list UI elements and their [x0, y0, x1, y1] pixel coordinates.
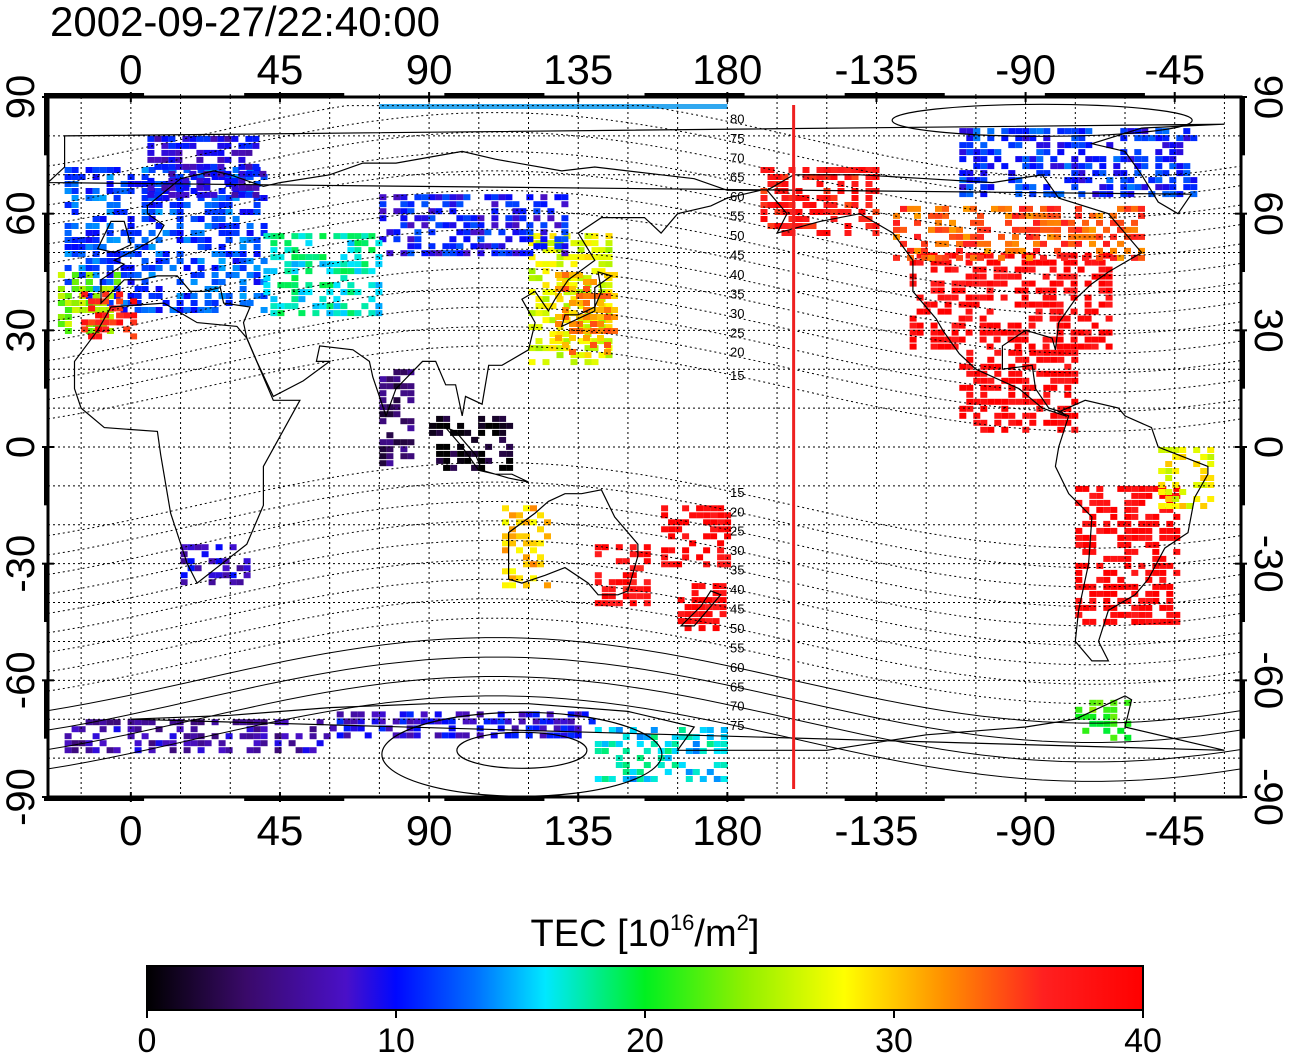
mag-label-s65: 65	[730, 679, 744, 694]
lon-tick-top: 180	[692, 46, 762, 93]
mag-label-s40: 40	[730, 582, 744, 597]
lon-tick-top: -135	[834, 46, 918, 93]
lon-tick-top: 45	[257, 46, 304, 93]
colorbar-tick: 20	[626, 1022, 664, 1057]
tec-region-scandinavia	[147, 135, 267, 198]
tec-region-pacific-south	[661, 505, 732, 568]
mag-label-s75: 75	[730, 718, 744, 733]
tec-region-japan	[555, 272, 618, 355]
coast-south-america	[1054, 399, 1209, 662]
colorbar-tick: 40	[1124, 1022, 1162, 1057]
mag-label-n30: 30	[730, 306, 744, 321]
lat-tick-left: -30	[0, 535, 43, 593]
lat-tick-left: 60	[0, 191, 43, 236]
mag-label-n60: 60	[730, 189, 744, 204]
mag-label-s45: 45	[730, 601, 744, 616]
tec-region-brazil	[1158, 447, 1215, 509]
lon-tick-top: -90	[995, 46, 1056, 93]
mag-label-n40: 40	[730, 267, 744, 282]
mag-label-s25: 25	[730, 524, 744, 539]
coast-british-isles	[96, 220, 132, 254]
lon-tick-top: 135	[543, 46, 613, 93]
tec-region-south-america	[1075, 485, 1181, 625]
coast-greenland	[46, 123, 1225, 215]
coast-new-zealand	[679, 590, 722, 627]
mag-label-n50: 50	[730, 228, 744, 243]
lat-tick-right: 30	[1246, 308, 1290, 353]
lon-tick-bottom: -90	[995, 807, 1056, 854]
lat-tick-right: -90	[1246, 768, 1290, 826]
lat-tick-left: 0	[0, 436, 43, 458]
tec-region-south-africa	[180, 544, 251, 586]
tec-region-iberia	[81, 291, 138, 340]
lat-tick-right: 0	[1246, 436, 1290, 458]
mag-label-s20: 20	[730, 504, 744, 519]
lat-tick-left: 90	[0, 75, 43, 120]
lat-tick-right: -60	[1246, 651, 1290, 709]
tec-region-east-asia	[528, 233, 613, 366]
mag-label-s70: 70	[730, 699, 744, 714]
mag-label-n20: 20	[730, 345, 744, 360]
tec-region-patagonia	[1075, 699, 1132, 741]
mag-label-s30: 30	[730, 543, 744, 558]
tec-region-antarctica-west	[64, 719, 331, 754]
lat-tick-left: -90	[0, 768, 43, 826]
lon-tick-bottom: 180	[692, 807, 762, 854]
tec-region-mid-asia	[263, 233, 383, 317]
colorbar-title: TEC [1016/m2]	[531, 910, 760, 955]
magnetic-latitude-contours	[47, 103, 1242, 797]
mag-label-s15: 15	[730, 485, 744, 500]
coast-eurasia	[100, 150, 761, 418]
tec-region-australia-west	[502, 505, 551, 589]
magnetic-latitude-labels: 80 75 70 65 60 55 50 45 40 35 30 25 20 15 15 20 25 30 35 40…	[730, 111, 744, 733]
coast-antarctica	[130, 695, 1225, 751]
mag-label-n55: 55	[730, 209, 744, 224]
coastlines	[46, 123, 1225, 751]
coast-indonesia	[445, 427, 529, 483]
mag-label-n80: 80	[730, 111, 744, 126]
lon-tick-bottom: 135	[543, 807, 613, 854]
lon-tick-bottom: 0	[119, 807, 142, 854]
tec-region-central-america	[959, 349, 1079, 433]
lat-tick-right: -30	[1246, 535, 1290, 593]
mag-label-n15: 15	[730, 368, 744, 383]
lon-tick-top: -45	[1144, 46, 1205, 93]
tec-region-siberia	[379, 194, 569, 257]
mag-label-n75: 75	[730, 131, 744, 146]
mag-label-s35: 35	[730, 563, 744, 578]
lat-tick-left: -60	[0, 651, 43, 709]
timestamp-title: 2002-09-27/22:40:00	[50, 0, 440, 45]
coast-australia	[508, 489, 639, 596]
coast-japan	[560, 271, 613, 328]
colorbar-tick: 10	[377, 1022, 415, 1057]
lat-tick-right: 90	[1246, 75, 1290, 120]
mag-label-s55: 55	[730, 640, 744, 655]
coast-africa	[73, 302, 301, 585]
colorbar-tick: 0	[138, 1022, 157, 1057]
colorbar-gradient	[146, 965, 1144, 1011]
colorbar: TEC [1016/m2] 0 10 20 30 40	[138, 910, 1162, 1057]
mag-label-n35: 35	[730, 286, 744, 301]
lat-tick-right: 60	[1246, 191, 1290, 236]
mag-label-n65: 65	[730, 170, 744, 185]
lon-tick-bottom: 90	[406, 807, 453, 854]
tec-region-indonesia	[429, 415, 514, 471]
lon-tick-top: 0	[119, 46, 142, 93]
lon-tick-bottom: -45	[1144, 807, 1205, 854]
map-axes: 0045459090135135180180-135-135-90-90-45-…	[0, 46, 1290, 854]
mag-label-s60: 60	[730, 660, 744, 675]
colorbar-tick: 30	[875, 1022, 913, 1057]
tec-band-arctic	[379, 104, 728, 109]
lat-tick-left: 30	[0, 308, 43, 353]
lon-tick-top: 90	[406, 46, 453, 93]
lon-tick-bottom: -135	[834, 807, 918, 854]
mag-label-n70: 70	[730, 150, 744, 165]
lon-tick-bottom: 45	[257, 807, 304, 854]
coast-north-america	[766, 174, 1143, 418]
tec-measurements	[57, 104, 1215, 782]
mag-label-n45: 45	[730, 247, 744, 262]
mag-label-s50: 50	[730, 621, 744, 636]
mag-label-n25: 25	[730, 325, 744, 340]
